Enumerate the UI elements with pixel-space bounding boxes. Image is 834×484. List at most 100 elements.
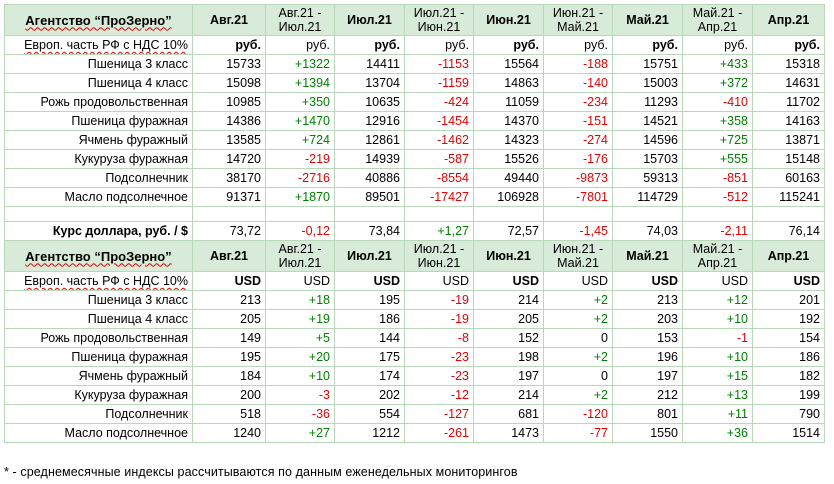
unit-cell: руб. (404, 35, 474, 55)
price-cell: 15751 (612, 54, 683, 74)
period-header-text: Июн.21 (486, 13, 531, 27)
price-change-cell: -36 (265, 404, 335, 424)
price-change-cell: +1870 (265, 187, 335, 207)
price-cell: 14596 (612, 130, 683, 150)
price-cell: 214 (473, 290, 544, 310)
table-row: Рожь продовольственная 10985 +350 10635 -424… (4, 92, 825, 112)
price-cell: 790 (752, 404, 825, 424)
price-change-cell: -140 (543, 73, 613, 93)
period-header-text: Июн.21 (417, 20, 461, 34)
spacer-cell (473, 206, 544, 222)
period-diff-header: Июн.21 - Май.21 (543, 240, 613, 272)
price-cell: 175 (334, 347, 405, 367)
period-header: Июн.21 (473, 240, 544, 272)
price-change-cell: +18 (265, 290, 335, 310)
price-cell: 11702 (752, 92, 825, 112)
period-header-text: Авг.21 - (278, 6, 322, 20)
period-header: Май.21 (612, 4, 683, 36)
rate-cell: 74,03 (612, 221, 683, 241)
table-row: Пшеница 3 класс 213 +18 195 -19 214 +2 213 +12 20… (4, 290, 825, 310)
period-header-text: Май.21 (626, 13, 669, 27)
price-change-cell: +13 (682, 385, 753, 405)
price-cell: 14370 (473, 111, 544, 131)
price-cell: 13871 (752, 130, 825, 150)
agency-title-text: Агентство “ПроЗерно” (25, 12, 172, 28)
table-row: Кукуруза фуражная 200 -3 202 -12 214 +2 212 +13 1… (4, 385, 825, 405)
price-change-cell: -1454 (404, 111, 474, 131)
price-change-cell: +10 (682, 309, 753, 329)
table-row: Пшеница 4 класс 205 +19 186 -19 205 +2 203 +10 19… (4, 309, 825, 329)
price-cell: 801 (612, 404, 683, 424)
units-row: Европ. часть РФ с НДС 10% руб. руб. руб. руб… (4, 35, 825, 55)
period-header: Апр.21 (752, 240, 825, 272)
price-cell: 15148 (752, 149, 825, 169)
price-cell: 205 (473, 309, 544, 329)
period-header-text: Май.21 - (692, 6, 743, 20)
period-header-text: Июл.21 (347, 249, 392, 263)
period-header-text: Май.21 (557, 20, 599, 34)
table-row: Ячмень фуражный 13585 +724 12861 -1462 14323-… (4, 130, 825, 150)
price-change-cell: +5 (265, 328, 335, 348)
price-cell: 13704 (334, 73, 405, 93)
period-header-text: Май.21 - (692, 242, 743, 256)
price-change-cell: +27 (265, 423, 335, 443)
table-row: Масло подсолнечное 1240 +27 1212 -261 1473 -77… (4, 423, 825, 443)
region-vat-label: Европ. часть РФ с НДС 10% (4, 35, 193, 55)
price-change-cell: +2 (543, 347, 613, 367)
price-cell: 15526 (473, 149, 544, 169)
price-change-cell: +12 (682, 290, 753, 310)
price-change-cell: -424 (404, 92, 474, 112)
period-header: Авг.21 (192, 4, 266, 36)
price-change-cell: -7801 (543, 187, 613, 207)
price-cell: 15318 (752, 54, 825, 74)
commodity-name: Пшеница 4 класс (4, 309, 193, 329)
price-change-cell: -127 (404, 404, 474, 424)
price-cell: 199 (752, 385, 825, 405)
price-change-cell: +1470 (265, 111, 335, 131)
price-cell: 11293 (612, 92, 683, 112)
price-change-cell: +2 (543, 309, 613, 329)
price-change-cell: -512 (682, 187, 753, 207)
period-header-text: Авг.21 - (278, 242, 322, 256)
price-change-cell: -8 (404, 328, 474, 348)
price-change-cell: +433 (682, 54, 753, 74)
period-diff-header: Июл.21 - Июн.21 (404, 4, 474, 36)
period-header-text: Май.21 (557, 256, 599, 270)
price-cell: 115241 (752, 187, 825, 207)
price-cell: 49440 (473, 168, 544, 188)
price-cell: 192 (752, 309, 825, 329)
price-cell: 197 (473, 366, 544, 386)
period-header: Апр.21 (752, 4, 825, 36)
period-header-text: Июл.21 (278, 256, 322, 270)
period-header-text: Июн.21 (417, 256, 461, 270)
period-diff-header: Июл.21 - Июн.21 (404, 240, 474, 272)
period-header-text: Апр.21 (767, 249, 810, 263)
price-change-cell: -274 (543, 130, 613, 150)
price-cell: 153 (612, 328, 683, 348)
unit-cell: USD (612, 271, 683, 291)
price-cell: 198 (473, 347, 544, 367)
price-change-cell: +19 (265, 309, 335, 329)
commodity-name: Пшеница 4 класс (4, 73, 193, 93)
price-change-cell: +2 (543, 290, 613, 310)
period-header: Июл.21 (334, 240, 405, 272)
price-cell: 195 (334, 290, 405, 310)
price-cell: 196 (612, 347, 683, 367)
commodity-name: Ячмень фуражный (4, 130, 193, 150)
dollar-rate-row: Курс доллара, руб. / $73,72 -0,12 73,84 +1,… (4, 221, 825, 241)
spacer-cell (752, 206, 825, 222)
price-change-cell: -9873 (543, 168, 613, 188)
period-header: Авг.21 (192, 240, 266, 272)
price-cell: 200 (192, 385, 266, 405)
price-cell: 14386 (192, 111, 266, 131)
price-change-cell: -2716 (265, 168, 335, 188)
price-cell: 154 (752, 328, 825, 348)
price-cell: 15733 (192, 54, 266, 74)
spacer-cell (4, 206, 193, 222)
commodity-name: Рожь продовольственная (4, 92, 193, 112)
price-change-cell: -3 (265, 385, 335, 405)
period-header-text: Авг.21 (209, 249, 249, 263)
price-cell: 13585 (192, 130, 266, 150)
price-change-cell: +15 (682, 366, 753, 386)
spacer-cell (682, 206, 753, 222)
